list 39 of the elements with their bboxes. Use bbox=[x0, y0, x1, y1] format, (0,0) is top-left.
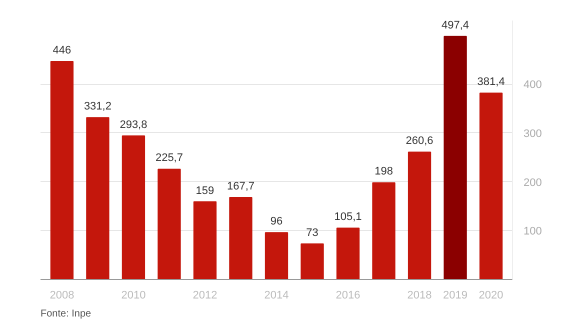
bar bbox=[122, 135, 146, 280]
data-label: 225,7 bbox=[155, 152, 183, 164]
bar bbox=[408, 152, 432, 280]
x-tick-label: 2020 bbox=[478, 290, 504, 302]
bar bbox=[372, 182, 396, 280]
x-tick-label: 2014 bbox=[264, 290, 289, 302]
data-label: 497,4 bbox=[442, 19, 470, 32]
bar bbox=[444, 36, 467, 280]
bar bbox=[158, 168, 181, 280]
x-tick-label: 2016 bbox=[336, 290, 360, 302]
data-label: 159 bbox=[196, 184, 214, 197]
bar bbox=[479, 92, 503, 280]
data-label: 198 bbox=[374, 166, 393, 178]
data-label: 293,8 bbox=[120, 118, 148, 131]
x-tick-label: 2019 bbox=[443, 290, 468, 302]
data-label: 96 bbox=[270, 216, 283, 228]
bar bbox=[193, 201, 217, 280]
y-tick-label: 400 bbox=[524, 79, 542, 92]
x-tick-label: 2018 bbox=[407, 290, 432, 302]
data-label: 446 bbox=[52, 44, 72, 57]
source-note: Fonte: Inpe bbox=[40, 308, 92, 320]
data-label: 331,2 bbox=[84, 100, 112, 113]
data-label: 73 bbox=[306, 226, 318, 239]
x-tick-label: 2008 bbox=[50, 290, 74, 302]
y-tick-label: 100 bbox=[524, 226, 542, 238]
x-tick-label: 2010 bbox=[121, 290, 146, 302]
y-tick-label: 300 bbox=[524, 128, 542, 140]
data-label: 167,7 bbox=[226, 180, 255, 193]
data-label: 381,4 bbox=[477, 76, 505, 88]
bar bbox=[229, 197, 252, 280]
bar bbox=[336, 228, 360, 280]
data-label: 260,6 bbox=[406, 135, 434, 148]
bar bbox=[300, 243, 324, 280]
bar bbox=[264, 232, 288, 280]
bar bbox=[86, 117, 110, 280]
x-tick-label: 2012 bbox=[192, 290, 218, 302]
y-tick-label: 200 bbox=[524, 176, 542, 189]
bar bbox=[50, 61, 74, 280]
data-label: 105,1 bbox=[334, 211, 362, 224]
